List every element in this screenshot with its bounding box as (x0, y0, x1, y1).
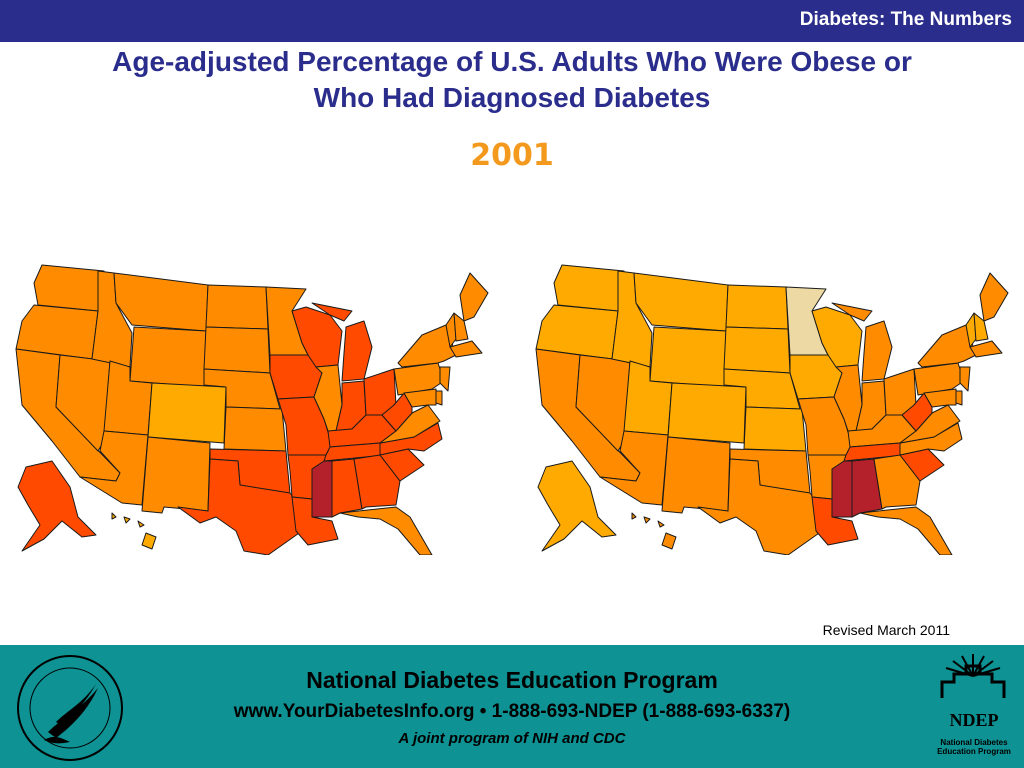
diabetes-state-wa (553, 264, 625, 312)
obesity-state-nm (141, 436, 211, 514)
diabetes-state-nd (725, 284, 789, 330)
diabetes-state-ks (743, 406, 807, 452)
hhs-seal-icon (17, 655, 123, 761)
ndep-abbrev: NDEP (949, 710, 999, 730)
diabetes-map-svg (535, 264, 1009, 555)
diabetes-state-fl (859, 506, 953, 555)
header-title: Diabetes: The Numbers (799, 9, 1012, 30)
obesity-state-ma (449, 340, 483, 358)
diabetes-state-ms (831, 460, 853, 518)
obesity-state-co (147, 382, 227, 444)
obesity-state-wa (33, 264, 105, 312)
ndep-full-name: National Diabetes Education Program (928, 738, 1020, 756)
diabetes-state-nh (973, 312, 989, 342)
diabetes-state-ma (969, 340, 1003, 358)
obesity-state-md (403, 388, 437, 408)
ndep-full-line2: Education Program (937, 747, 1011, 756)
diabetes-state-hi (631, 512, 677, 550)
diabetes-state-ny (917, 324, 977, 368)
diabetes-state-nm (661, 436, 731, 514)
diabetes-state-sd (723, 326, 791, 374)
obesity-state-de (435, 390, 443, 406)
diabetes-state-co (667, 382, 747, 444)
footer-contact: www.YourDiabetesInfo.org • 1-888-693-NDE… (233, 701, 791, 722)
ndep-full-line1: National Diabetes (940, 738, 1008, 747)
obesity-state-hi (111, 512, 157, 550)
obesity-map-svg (15, 264, 489, 555)
diabetes-map (532, 255, 1012, 555)
obesity-state-fl (339, 506, 433, 555)
slide-title: Age-adjusted Percentage of U.S. Adults W… (0, 44, 1024, 116)
obesity-state-ak (17, 460, 97, 552)
obesity-map (12, 255, 492, 555)
diabetes-state-nj (959, 366, 971, 392)
obesity-state-ms (311, 460, 333, 518)
obesity-state-nd (205, 284, 269, 330)
obesity-state-sd (203, 326, 271, 374)
diabetes-state-tx (697, 458, 825, 555)
obesity-state-al (331, 458, 363, 518)
diabetes-state-de (955, 390, 963, 406)
header-bar: Diabetes: The Numbers (0, 0, 1024, 42)
diabetes-state-md (923, 388, 957, 408)
obesity-state-mt (113, 272, 209, 332)
obesity-state-ny (397, 324, 457, 368)
footer-org-name: National Diabetes Education Program (306, 667, 718, 693)
footer-joint-program: A joint program of NIH and CDC (398, 730, 626, 747)
footer: National Diabetes Education Program www.… (0, 645, 1024, 768)
diabetes-state-wy (649, 326, 727, 388)
diabetes-state-mt (633, 272, 729, 332)
slide-title-line1: Age-adjusted Percentage of U.S. Adults W… (112, 46, 912, 77)
year-label: 2001 (470, 138, 554, 173)
obesity-state-ks (223, 406, 287, 452)
obesity-state-tx (177, 458, 305, 555)
slide-title-line2: Who Had Diagnosed Diabetes (313, 82, 711, 113)
obesity-state-nh (453, 312, 469, 342)
diabetes-state-ak (537, 460, 617, 552)
obesity-state-wy (129, 326, 207, 388)
ndep-sun-icon (940, 654, 1006, 698)
obesity-state-nj (439, 366, 451, 392)
diabetes-state-me (979, 272, 1009, 322)
obesity-state-me (459, 272, 489, 322)
diabetes-state-al (851, 458, 883, 518)
revised-note: Revised March 2011 (822, 622, 950, 638)
